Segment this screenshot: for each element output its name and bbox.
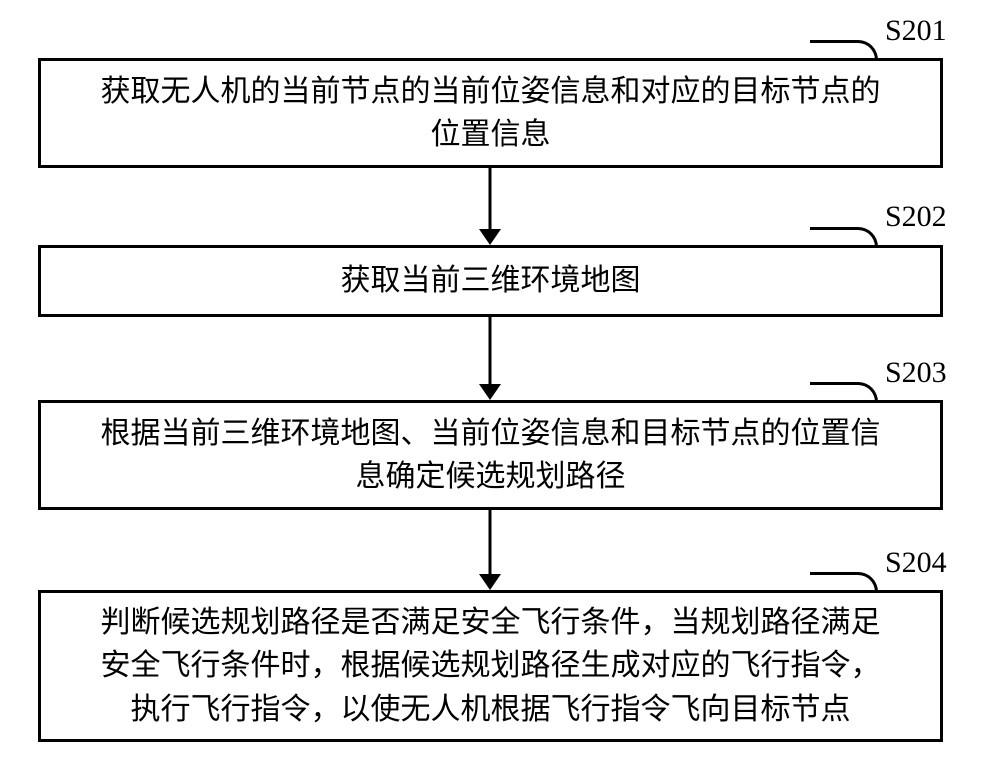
step-label-s204: S204 xyxy=(885,546,947,580)
flowchart-canvas: 获取无人机的当前节点的当前位姿信息和对应的目标节点的 位置信息 获取当前三维环境… xyxy=(0,0,1000,763)
label-connector xyxy=(810,572,878,592)
label-connector xyxy=(810,382,878,402)
step-label-s202: S202 xyxy=(885,200,947,234)
node-text: 获取无人机的当前节点的当前位姿信息和对应的目标节点的 位置信息 xyxy=(101,70,881,157)
arrow-s203-s204 xyxy=(479,510,501,590)
arrow-s202-s203 xyxy=(479,317,501,400)
label-connector xyxy=(810,40,878,60)
step-label-s201: S201 xyxy=(885,14,947,48)
flowchart-node-s204: 判断候选规划路径是否满足安全飞行条件，当规划路径满足 安全飞行条件时，根据候选规… xyxy=(38,590,943,742)
node-text: 判断候选规划路径是否满足安全飞行条件，当规划路径满足 安全飞行条件时，根据候选规… xyxy=(101,601,881,732)
node-text: 获取当前三维环境地图 xyxy=(341,259,641,303)
label-connector xyxy=(810,227,878,247)
arrow-s201-s202 xyxy=(479,168,501,245)
step-label-s203: S203 xyxy=(885,356,947,390)
flowchart-node-s202: 获取当前三维环境地图 xyxy=(38,245,943,317)
flowchart-node-s203: 根据当前三维环境地图、当前位姿信息和目标节点的位置信 息确定候选规划路径 xyxy=(38,400,943,510)
node-text: 根据当前三维环境地图、当前位姿信息和目标节点的位置信 息确定候选规划路径 xyxy=(101,412,881,499)
flowchart-node-s201: 获取无人机的当前节点的当前位姿信息和对应的目标节点的 位置信息 xyxy=(38,58,943,168)
